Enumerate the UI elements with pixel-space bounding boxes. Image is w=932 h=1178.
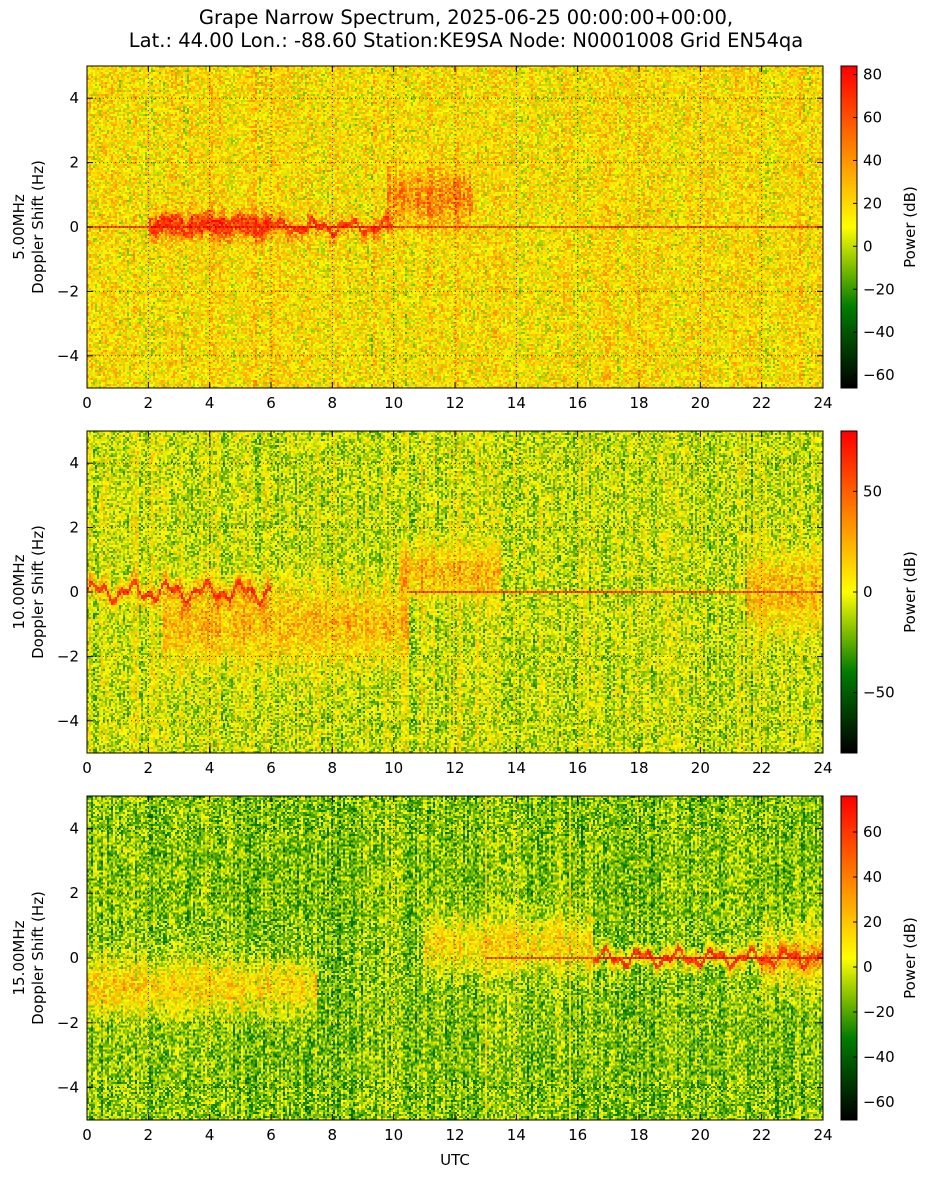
colorbar-tick-label: −40 <box>863 323 895 341</box>
y-tick-label: −4 <box>57 347 79 365</box>
colorbar-tick-label: −60 <box>863 1093 895 1111</box>
x-tick-label: 16 <box>568 1126 587 1144</box>
y-axis-label-band: 10.00MHz <box>10 554 28 629</box>
y-axis-label: Doppler Shift (Hz) <box>29 160 47 294</box>
colorbar-tick-label: −20 <box>863 1003 895 1021</box>
x-tick-label: 6 <box>266 394 276 412</box>
y-tick-label: −2 <box>57 282 79 300</box>
colorbar-tick-label: 80 <box>863 66 882 84</box>
x-tick-label: 18 <box>629 394 648 412</box>
x-tick-label: 14 <box>507 759 526 777</box>
colorbar-tick-label: 40 <box>863 151 882 169</box>
y-axis-label: Doppler Shift (Hz) <box>29 891 47 1025</box>
y-tick-label: 0 <box>69 949 79 967</box>
x-tick-label: 22 <box>752 1126 771 1144</box>
x-tick-label: 18 <box>629 1126 648 1144</box>
x-tick-label: 14 <box>507 394 526 412</box>
colorbar-label: Power (dB) <box>901 186 919 268</box>
y-tick-label: 4 <box>69 89 79 107</box>
y-tick-label: 0 <box>69 583 79 601</box>
colorbar-label: Power (dB) <box>901 551 919 633</box>
y-tick-label: 2 <box>69 154 79 172</box>
x-tick-label: 22 <box>752 759 771 777</box>
colorbar-tick-label: 40 <box>863 868 882 886</box>
colorbar-gradient <box>841 66 857 388</box>
y-tick-label: 0 <box>69 218 79 236</box>
x-tick-label: 20 <box>691 759 710 777</box>
x-tick-label: 10 <box>384 394 403 412</box>
y-axis-label-band: 5.00MHz <box>10 194 28 260</box>
x-tick-label: 10 <box>384 1126 403 1144</box>
y-axis-label-band: 15.00MHz <box>10 920 28 995</box>
colorbar-gradient <box>841 796 857 1120</box>
y-tick-label: −2 <box>57 647 79 665</box>
colorbar-tick-label: −40 <box>863 1048 895 1066</box>
x-tick-label: 16 <box>568 394 587 412</box>
colorbar-tick-label: −50 <box>863 684 895 702</box>
x-tick-label: 8 <box>328 1126 338 1144</box>
colorbar-tick-label: −60 <box>863 366 895 384</box>
y-tick-label: 2 <box>69 884 79 902</box>
colorbar-tick-label: 60 <box>863 109 882 127</box>
x-tick-label: 8 <box>328 394 338 412</box>
colorbar-tick-label: 60 <box>863 823 882 841</box>
y-tick-label: 4 <box>69 454 79 472</box>
x-tick-label: 12 <box>445 1126 464 1144</box>
x-tick-label: 10 <box>384 759 403 777</box>
x-tick-label: 24 <box>813 759 832 777</box>
x-tick-label: 20 <box>691 1126 710 1144</box>
x-tick-label: 4 <box>205 759 215 777</box>
y-tick-label: 4 <box>69 819 79 837</box>
x-tick-label: 14 <box>507 1126 526 1144</box>
x-tick-label: 6 <box>266 1126 276 1144</box>
x-tick-label: 16 <box>568 759 587 777</box>
x-tick-label: 0 <box>82 759 92 777</box>
colorbar-tick-label: −20 <box>863 280 895 298</box>
x-tick-label: 24 <box>813 394 832 412</box>
x-tick-label: 12 <box>445 394 464 412</box>
x-tick-label: 8 <box>328 759 338 777</box>
x-tick-label: 2 <box>144 394 154 412</box>
colorbar-tick-label: 20 <box>863 913 882 931</box>
figure-title: Grape Narrow Spectrum, 2025-06-25 00:00:… <box>0 6 932 52</box>
colorbar-tick-label: 20 <box>863 194 882 212</box>
colorbar-label: Power (dB) <box>901 917 919 999</box>
x-axis-label: UTC <box>440 1151 470 1169</box>
colorbar-frame <box>840 65 858 389</box>
colorbar-tick-label: 0 <box>863 958 873 976</box>
y-tick-label: −4 <box>57 712 79 730</box>
x-tick-label: 6 <box>266 759 276 777</box>
colorbar-tick-label: 0 <box>863 237 873 255</box>
x-tick-label: 12 <box>445 759 464 777</box>
colorbar-gradient <box>841 431 857 753</box>
x-tick-label: 0 <box>82 1126 92 1144</box>
x-tick-label: 4 <box>205 394 215 412</box>
y-tick-label: −2 <box>57 1014 79 1032</box>
colorbar-tick-label: 50 <box>863 482 882 500</box>
title-line-2: Lat.: 44.00 Lon.: -88.60 Station:KE9SA N… <box>128 29 804 52</box>
x-tick-label: 4 <box>205 1126 215 1144</box>
x-tick-label: 24 <box>813 1126 832 1144</box>
y-axis-label: Doppler Shift (Hz) <box>29 525 47 659</box>
title-line-1: Grape Narrow Spectrum, 2025-06-25 00:00:… <box>198 6 734 29</box>
x-tick-label: 2 <box>144 759 154 777</box>
y-tick-label: −4 <box>57 1079 79 1097</box>
x-tick-label: 2 <box>144 1126 154 1144</box>
x-tick-label: 22 <box>752 394 771 412</box>
colorbar-tick-label: 0 <box>863 583 873 601</box>
y-tick-label: 2 <box>69 519 79 537</box>
x-tick-label: 18 <box>629 759 648 777</box>
x-tick-label: 0 <box>82 394 92 412</box>
colorbar-frame <box>840 795 858 1121</box>
x-tick-label: 20 <box>691 394 710 412</box>
